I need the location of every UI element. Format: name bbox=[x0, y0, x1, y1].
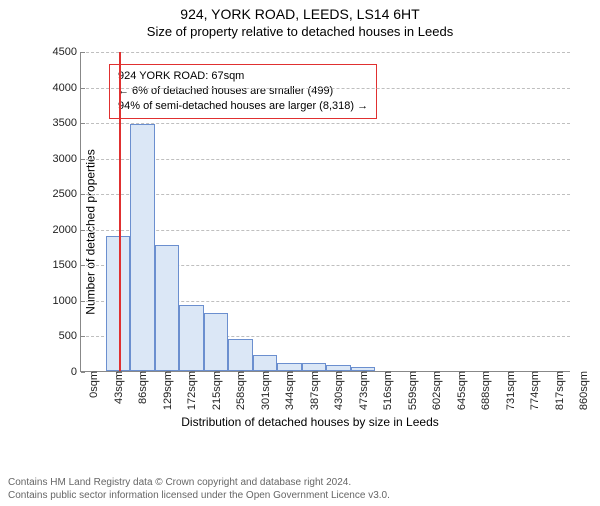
info-line: 924 YORK ROAD: 67sqm bbox=[118, 69, 368, 84]
marker-line bbox=[119, 52, 121, 371]
histogram-bar bbox=[106, 236, 131, 371]
footer: Contains HM Land Registry data © Crown c… bbox=[8, 476, 592, 502]
x-tick-label: 0sqm bbox=[84, 371, 100, 398]
x-tick-label: 43sqm bbox=[109, 371, 125, 404]
histogram-bar bbox=[204, 313, 229, 371]
y-tick-label: 1500 bbox=[53, 259, 81, 271]
y-tick-label: 4000 bbox=[53, 82, 81, 94]
y-tick-label: 2500 bbox=[53, 188, 81, 200]
y-tick-label: 4500 bbox=[53, 46, 81, 58]
x-tick-label: 688sqm bbox=[476, 371, 492, 410]
histogram-bar bbox=[228, 339, 253, 371]
x-tick-label: 516sqm bbox=[378, 371, 394, 410]
x-tick-label: 473sqm bbox=[354, 371, 370, 410]
footer-line: Contains HM Land Registry data © Crown c… bbox=[8, 476, 592, 489]
x-tick-label: 301sqm bbox=[256, 371, 272, 410]
histogram-bar bbox=[302, 363, 327, 371]
info-line: ← 6% of detached houses are smaller (499… bbox=[118, 84, 368, 99]
y-tick-label: 500 bbox=[59, 330, 81, 342]
footer-line: Contains public sector information licen… bbox=[8, 489, 592, 502]
x-tick-label: 645sqm bbox=[452, 371, 468, 410]
x-tick-label: 860sqm bbox=[574, 371, 590, 410]
y-tick-label: 2000 bbox=[53, 224, 81, 236]
histogram-bar bbox=[155, 245, 180, 371]
y-tick-label: 1000 bbox=[53, 295, 81, 307]
gridline bbox=[81, 52, 570, 53]
plot-area: 924 YORK ROAD: 67sqm ← 6% of detached ho… bbox=[80, 52, 570, 372]
histogram-bar bbox=[130, 124, 155, 371]
x-tick-label: 387sqm bbox=[305, 371, 321, 410]
x-tick-label: 86sqm bbox=[133, 371, 149, 404]
x-tick-label: 172sqm bbox=[182, 371, 198, 410]
x-tick-label: 774sqm bbox=[525, 371, 541, 410]
info-box: 924 YORK ROAD: 67sqm ← 6% of detached ho… bbox=[109, 64, 377, 119]
info-line: 94% of semi-detached houses are larger (… bbox=[118, 99, 368, 114]
x-tick-label: 344sqm bbox=[280, 371, 296, 410]
histogram-bar bbox=[179, 305, 204, 371]
x-axis-title: Distribution of detached houses by size … bbox=[181, 415, 439, 429]
x-tick-label: 602sqm bbox=[427, 371, 443, 410]
y-tick-label: 0 bbox=[71, 366, 81, 378]
chart: Number of detached properties 924 YORK R… bbox=[50, 52, 570, 412]
histogram-bar bbox=[277, 363, 302, 371]
page-subtitle: Size of property relative to detached ho… bbox=[0, 24, 600, 39]
y-tick-label: 3000 bbox=[53, 153, 81, 165]
x-tick-label: 559sqm bbox=[403, 371, 419, 410]
y-tick-label: 3500 bbox=[53, 117, 81, 129]
page-title: 924, YORK ROAD, LEEDS, LS14 6HT bbox=[0, 6, 600, 22]
x-tick-label: 215sqm bbox=[207, 371, 223, 410]
gridline bbox=[81, 88, 570, 89]
x-tick-label: 817sqm bbox=[550, 371, 566, 410]
x-tick-label: 129sqm bbox=[158, 371, 174, 410]
histogram-bar bbox=[253, 355, 278, 371]
x-tick-label: 731sqm bbox=[501, 371, 517, 410]
x-tick-label: 430sqm bbox=[329, 371, 345, 410]
x-tick-label: 258sqm bbox=[231, 371, 247, 410]
